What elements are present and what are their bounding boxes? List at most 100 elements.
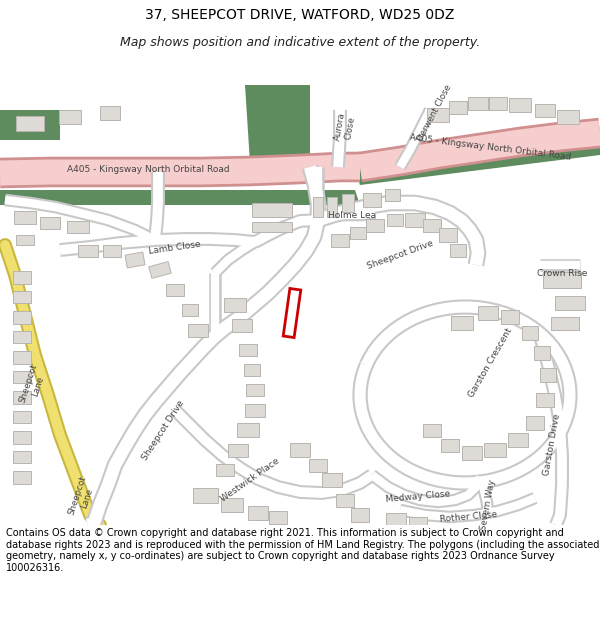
Polygon shape: [450, 244, 466, 256]
Text: Sheepcot Drive: Sheepcot Drive: [140, 398, 186, 462]
Polygon shape: [441, 439, 459, 451]
Text: 37, SHEEPCOT DRIVE, WATFORD, WD25 0DZ: 37, SHEEPCOT DRIVE, WATFORD, WD25 0DZ: [145, 8, 455, 22]
Polygon shape: [248, 506, 268, 520]
Polygon shape: [13, 311, 31, 324]
Polygon shape: [331, 234, 349, 246]
Polygon shape: [423, 424, 441, 436]
Polygon shape: [13, 291, 31, 303]
Polygon shape: [551, 316, 579, 329]
Polygon shape: [439, 228, 457, 242]
Text: Derwent Close: Derwent Close: [416, 83, 454, 143]
Polygon shape: [193, 488, 218, 502]
Polygon shape: [322, 473, 342, 487]
Polygon shape: [125, 252, 145, 268]
Polygon shape: [336, 494, 354, 506]
Polygon shape: [252, 203, 292, 217]
Text: Sheepcot
Lane: Sheepcot Lane: [67, 474, 98, 519]
Polygon shape: [245, 404, 265, 416]
Polygon shape: [350, 227, 366, 239]
Polygon shape: [269, 511, 287, 524]
Polygon shape: [534, 346, 550, 360]
Text: Medway Close: Medway Close: [385, 490, 451, 504]
Polygon shape: [59, 110, 81, 124]
Polygon shape: [290, 443, 310, 457]
Polygon shape: [246, 384, 264, 396]
Polygon shape: [451, 316, 473, 330]
Polygon shape: [13, 271, 31, 284]
Polygon shape: [387, 214, 403, 226]
Text: A405 - Kingsway North Orbital Road: A405 - Kingsway North Orbital Road: [409, 132, 571, 161]
Polygon shape: [149, 262, 171, 278]
Polygon shape: [342, 194, 354, 212]
Polygon shape: [224, 298, 246, 312]
Text: Crown Rise: Crown Rise: [537, 269, 587, 278]
Polygon shape: [100, 106, 120, 120]
Polygon shape: [221, 498, 243, 512]
Polygon shape: [522, 326, 538, 340]
Polygon shape: [0, 110, 60, 140]
Polygon shape: [67, 221, 89, 233]
Polygon shape: [313, 197, 323, 217]
Text: Rother Close: Rother Close: [439, 510, 497, 524]
Polygon shape: [366, 219, 384, 231]
Polygon shape: [423, 219, 441, 231]
Polygon shape: [449, 101, 467, 114]
Polygon shape: [0, 190, 360, 205]
Polygon shape: [555, 296, 585, 310]
Polygon shape: [239, 344, 257, 356]
Polygon shape: [252, 222, 292, 232]
Polygon shape: [405, 213, 425, 227]
Polygon shape: [40, 217, 60, 229]
Polygon shape: [409, 516, 427, 529]
Polygon shape: [244, 364, 260, 376]
Polygon shape: [327, 197, 337, 217]
Polygon shape: [237, 423, 259, 437]
Polygon shape: [13, 471, 31, 484]
Text: Garston Drive: Garston Drive: [542, 413, 562, 477]
Polygon shape: [351, 508, 369, 522]
Text: A405 - Kingsway North Orbital Road: A405 - Kingsway North Orbital Road: [67, 166, 229, 174]
Polygon shape: [78, 245, 98, 257]
Polygon shape: [386, 513, 406, 527]
Text: Sheepcot
Lane: Sheepcot Lane: [17, 362, 49, 408]
Text: Garston Crescent: Garston Crescent: [466, 327, 514, 399]
Text: Westwick Place: Westwick Place: [219, 456, 281, 504]
Polygon shape: [103, 245, 121, 257]
Text: Lamb Close: Lamb Close: [148, 240, 202, 256]
Polygon shape: [13, 331, 31, 343]
Polygon shape: [228, 444, 248, 456]
Polygon shape: [462, 446, 482, 460]
Text: Severn Way: Severn Way: [479, 479, 497, 531]
Polygon shape: [478, 306, 498, 320]
Polygon shape: [188, 324, 208, 336]
Polygon shape: [540, 368, 556, 382]
Polygon shape: [16, 235, 34, 245]
Polygon shape: [509, 98, 531, 112]
Polygon shape: [557, 110, 579, 124]
Text: Sheepcot Drive: Sheepcot Drive: [365, 239, 434, 271]
Polygon shape: [216, 464, 234, 476]
Polygon shape: [535, 104, 555, 116]
Polygon shape: [363, 193, 381, 207]
Polygon shape: [13, 371, 31, 383]
Polygon shape: [355, 140, 600, 185]
Text: Contains OS data © Crown copyright and database right 2021. This information is : Contains OS data © Crown copyright and d…: [6, 528, 599, 573]
Polygon shape: [526, 416, 544, 430]
Polygon shape: [309, 459, 327, 471]
Polygon shape: [385, 189, 400, 201]
Polygon shape: [166, 284, 184, 296]
Polygon shape: [13, 351, 31, 364]
Polygon shape: [427, 108, 449, 122]
Polygon shape: [13, 431, 31, 444]
Polygon shape: [536, 393, 554, 407]
Polygon shape: [245, 85, 310, 163]
Polygon shape: [501, 310, 519, 324]
Polygon shape: [468, 96, 488, 109]
Polygon shape: [16, 116, 44, 131]
Polygon shape: [182, 304, 198, 316]
Polygon shape: [489, 96, 507, 109]
Text: Map shows position and indicative extent of the property.: Map shows position and indicative extent…: [120, 36, 480, 49]
Polygon shape: [13, 451, 31, 463]
Text: Aurora
Close: Aurora Close: [333, 111, 357, 142]
Polygon shape: [508, 433, 528, 447]
